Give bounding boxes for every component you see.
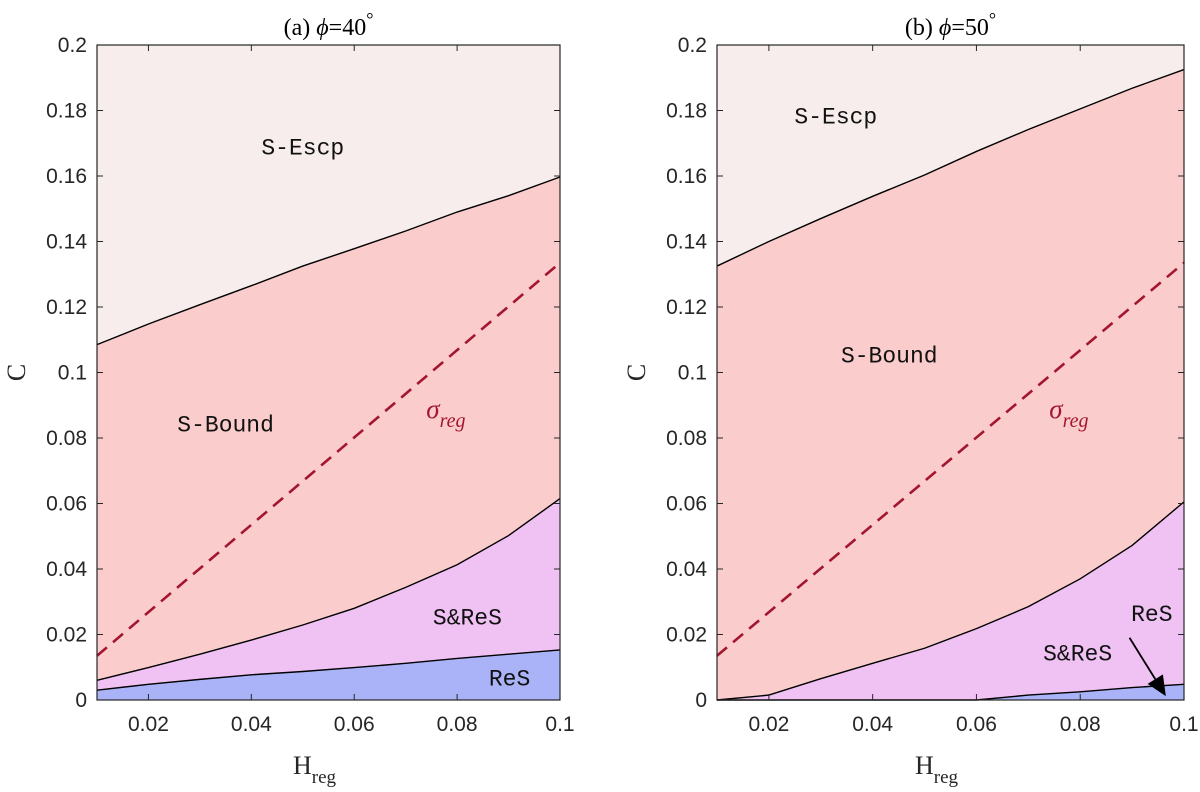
boundary-line-res — [96, 649, 561, 691]
y-tick-label: 0.14 — [666, 231, 707, 254]
y-tick-label: 0.08 — [46, 427, 87, 450]
title-prefix: (b) — [905, 15, 939, 41]
region-label-s-bound: S-Bound — [841, 343, 938, 369]
x-tick-label: 0.1 — [1169, 713, 1198, 736]
x-axis-label-main: H — [915, 751, 934, 780]
region-label-s-bound: S-Bound — [177, 412, 274, 438]
title-symbol: ϕ — [939, 15, 951, 41]
x-tick-label: 0.08 — [1060, 713, 1101, 736]
y-tick-label: 0.1 — [678, 362, 707, 385]
y-tick-label: 0.2 — [58, 34, 87, 57]
y-tick-label: 0.12 — [666, 296, 707, 319]
chart-title: (a) ϕ=40° — [284, 9, 374, 41]
y-tick-label: 0.06 — [46, 493, 87, 516]
boundary-line-s-and-res — [96, 498, 561, 682]
region-s-and-res — [97, 498, 560, 691]
y-tick-label: 0 — [695, 689, 707, 712]
sigma-symbol: σ — [1049, 394, 1064, 424]
y-tick-label: 0 — [75, 689, 87, 712]
x-tick-label: 0.06 — [334, 713, 375, 736]
x-tick-label: 0.08 — [437, 713, 478, 736]
y-tick-label: 0.08 — [666, 427, 707, 450]
region-label-res: ReS — [489, 667, 530, 693]
y-axis-label: C — [2, 364, 31, 381]
title-degree: ° — [989, 9, 996, 29]
region-s-bound — [97, 176, 560, 681]
title-prefix: (a) — [284, 15, 317, 41]
region-res — [717, 684, 1184, 700]
y-tick-label: 0.1 — [58, 362, 87, 385]
region-label-s-escp: S-Escp — [261, 136, 344, 162]
y-tick-label: 0.14 — [46, 231, 87, 254]
y-tick-label: 0.18 — [46, 100, 87, 123]
boundary-line-s-bound — [96, 176, 561, 346]
x-axis-label: Hreg — [293, 751, 337, 788]
region-s-and-res — [717, 501, 1184, 700]
y-tick-label: 0.04 — [666, 558, 707, 581]
title-degree: ° — [366, 9, 373, 29]
y-axis-label: C — [622, 364, 651, 381]
sigma-reg-label: σreg — [426, 394, 465, 432]
sigma-reg-line — [716, 261, 1185, 657]
region-s-bound — [717, 69, 1184, 700]
x-axis-label-sub: reg — [312, 767, 337, 788]
res-arrow-head — [1147, 674, 1166, 697]
res-arrow-shaft — [1128, 637, 1157, 680]
x-tick-label: 0.04 — [852, 713, 893, 736]
y-tick-label: 0.16 — [666, 165, 707, 188]
x-tick-label: 0.02 — [748, 713, 789, 736]
region-res — [97, 649, 560, 700]
x-tick-label: 0.1 — [545, 713, 574, 736]
region-label-s-escp: S-Escp — [794, 104, 877, 130]
title-suffix: =40 — [329, 15, 367, 41]
chart-panel-b: 0 0.02 0.04 0.06 0.08 0.1 0.12 0.14 0.16 0.18 0.2 0… — [622, 9, 1199, 788]
y-tick-label: 0.02 — [666, 624, 707, 647]
y-tick-label: 0.06 — [666, 493, 707, 516]
y-tick-label: 0.18 — [666, 100, 707, 123]
x-tick-label: 0.04 — [231, 713, 272, 736]
y-tick-label: 0.12 — [46, 296, 87, 319]
sigma-reg-line — [96, 261, 561, 657]
x-axis-label: Hreg — [915, 751, 959, 788]
region-s-escp — [717, 45, 1184, 267]
sigma-reg-label: σreg — [1049, 394, 1088, 432]
sigma-subscript: reg — [440, 410, 466, 432]
boundary-line-s-bound — [716, 68, 1185, 267]
sigma-symbol: σ — [426, 394, 441, 424]
title-symbol: ϕ — [316, 15, 328, 41]
region-label-s-and-res: S&ReS — [1043, 642, 1112, 668]
boundary-line-s-and-res — [716, 501, 1185, 701]
x-tick-label: 0.02 — [128, 713, 169, 736]
x-axis-label-main: H — [293, 751, 312, 780]
region-s-escp — [97, 45, 560, 345]
y-tick-label: 0.04 — [46, 558, 87, 581]
chart-title: (b) ϕ=50° — [905, 9, 996, 41]
x-axis-label-sub: reg — [934, 767, 959, 788]
x-tick-label: 0.06 — [956, 713, 997, 736]
y-tick-label: 0.2 — [678, 34, 707, 57]
chart-panel-a: 0 0.02 0.04 0.06 0.08 0.1 0.12 0.14 0.16 0.18 0.2 0… — [2, 9, 575, 788]
title-suffix: =50 — [951, 15, 989, 41]
region-label-res: ReS — [1131, 602, 1172, 628]
y-tick-label: 0.02 — [46, 624, 87, 647]
y-tick-label: 0.16 — [46, 165, 87, 188]
sigma-subscript: reg — [1063, 410, 1089, 432]
region-label-s-and-res: S&ReS — [433, 605, 502, 631]
